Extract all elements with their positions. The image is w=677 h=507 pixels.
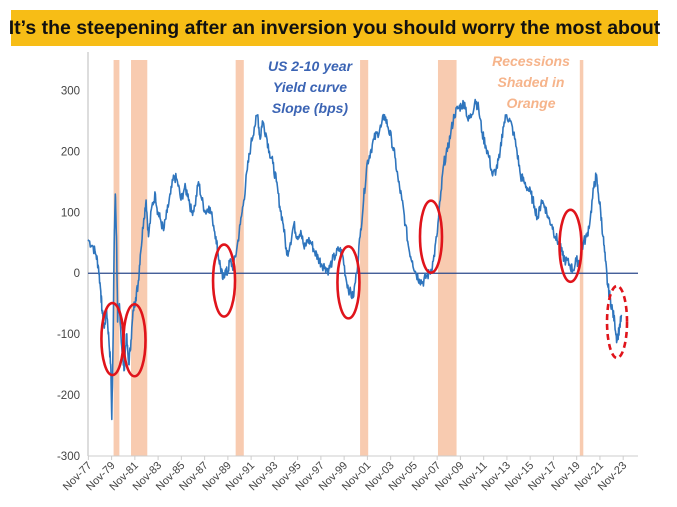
series-line — [87, 98, 623, 421]
y-tick-label: 0 — [74, 268, 80, 280]
highlight-circle — [605, 284, 629, 360]
recession-bands — [113, 60, 584, 456]
y-tick-label: -300 — [57, 451, 80, 463]
highlight-circle — [558, 208, 583, 284]
y-tick-label: -100 — [57, 329, 80, 341]
recession-band — [360, 60, 369, 456]
chart-title: It’s the steepening after an inversion y… — [8, 16, 661, 39]
recession-band — [131, 60, 148, 456]
recession-annotation-line: Shaded in — [498, 74, 565, 90]
series-annotation-line: Slope (bps) — [272, 100, 349, 116]
highlight-circles — [100, 199, 629, 378]
recession-band — [235, 60, 244, 456]
y-tick-label: -200 — [57, 390, 80, 402]
highlight-circle — [122, 302, 147, 378]
series-annotation-line: US 2-10 year — [268, 58, 354, 74]
recession-annotation-line: Recessions — [492, 53, 570, 69]
title-banner: It’s the steepening after an inversion y… — [8, 10, 661, 46]
y-tick-label: 100 — [61, 207, 80, 219]
highlight-circle — [211, 243, 237, 318]
y-tick-label: 200 — [61, 146, 80, 158]
series-annotation-line: Yield curve — [273, 79, 347, 95]
series-line-group — [87, 98, 623, 421]
highlight-circle — [418, 199, 444, 274]
annotations: US 2-10 year Yield curve Slope (bps) Recess… — [268, 53, 570, 116]
highlight-circle — [336, 245, 361, 320]
y-tick-label: 300 — [61, 85, 80, 97]
recession-band — [437, 60, 457, 456]
recession-annotation-line: Orange — [506, 95, 555, 111]
